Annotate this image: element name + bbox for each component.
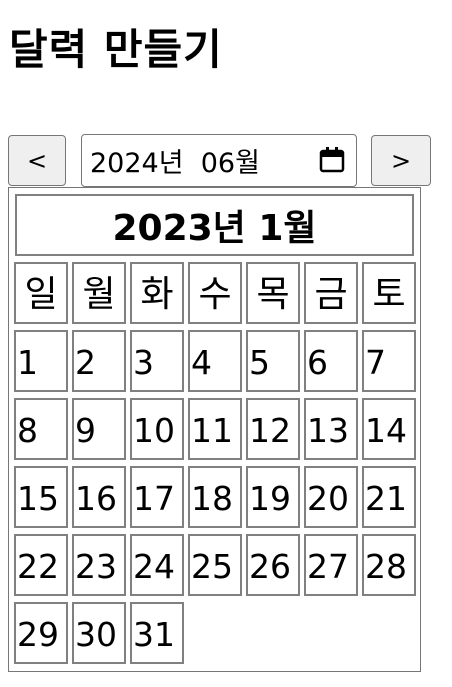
day-cell[interactable]: 13	[304, 398, 358, 460]
day-cell[interactable]: 16	[72, 466, 126, 528]
day-cell[interactable]: 25	[188, 534, 242, 596]
day-cell[interactable]: 1	[14, 330, 68, 392]
day-cell[interactable]: 26	[246, 534, 300, 596]
day-cell[interactable]: 22	[14, 534, 68, 596]
day-cell[interactable]: 5	[246, 330, 300, 392]
next-month-button[interactable]: >	[371, 135, 431, 186]
weekday-header: 금	[304, 262, 358, 324]
weekday-header: 월	[72, 262, 126, 324]
prev-month-button[interactable]: <	[8, 135, 66, 186]
weekday-header: 일	[14, 262, 68, 324]
day-cell[interactable]: 30	[72, 602, 126, 664]
page-title: 달력 만들기	[9, 25, 223, 74]
day-cell[interactable]: 27	[304, 534, 358, 596]
month-input[interactable]: 2024년 06월	[81, 134, 357, 187]
day-cell[interactable]: 14	[362, 398, 416, 460]
day-cell[interactable]: 17	[130, 466, 184, 528]
weekday-header: 수	[188, 262, 242, 324]
day-cell[interactable]: 10	[130, 398, 184, 460]
day-cell[interactable]: 28	[362, 534, 416, 596]
day-cell[interactable]: 2	[72, 330, 126, 392]
weekday-header: 토	[362, 262, 416, 324]
day-cell[interactable]: 18	[188, 466, 242, 528]
day-cell[interactable]: 21	[362, 466, 416, 528]
weekday-header: 화	[130, 262, 184, 324]
weekday-header: 목	[246, 262, 300, 324]
day-cell[interactable]: 24	[130, 534, 184, 596]
calendar-month-header: 2023년 1월	[15, 194, 414, 256]
day-cell[interactable]: 8	[14, 398, 68, 460]
day-cell[interactable]: 9	[72, 398, 126, 460]
day-cell[interactable]: 15	[14, 466, 68, 528]
calendar-grid: 2023년 1월 일 월 화 수 목 금 토 1 2 3 4 5 6 7 8 9 10 11 12 13 14 15 16 1…	[8, 187, 421, 672]
day-cell[interactable]: 31	[130, 602, 184, 664]
month-input-value: 2024년 06월	[90, 148, 260, 179]
day-cell[interactable]: 29	[14, 602, 68, 664]
calendar-icon[interactable]	[318, 146, 346, 174]
day-cell[interactable]: 20	[304, 466, 358, 528]
day-cell[interactable]: 11	[188, 398, 242, 460]
day-cell[interactable]: 4	[188, 330, 242, 392]
day-cell[interactable]: 7	[362, 330, 416, 392]
day-cell[interactable]: 3	[130, 330, 184, 392]
day-cell[interactable]: 23	[72, 534, 126, 596]
day-cell[interactable]: 6	[304, 330, 358, 392]
day-cell[interactable]: 19	[246, 466, 300, 528]
day-cell[interactable]: 12	[246, 398, 300, 460]
